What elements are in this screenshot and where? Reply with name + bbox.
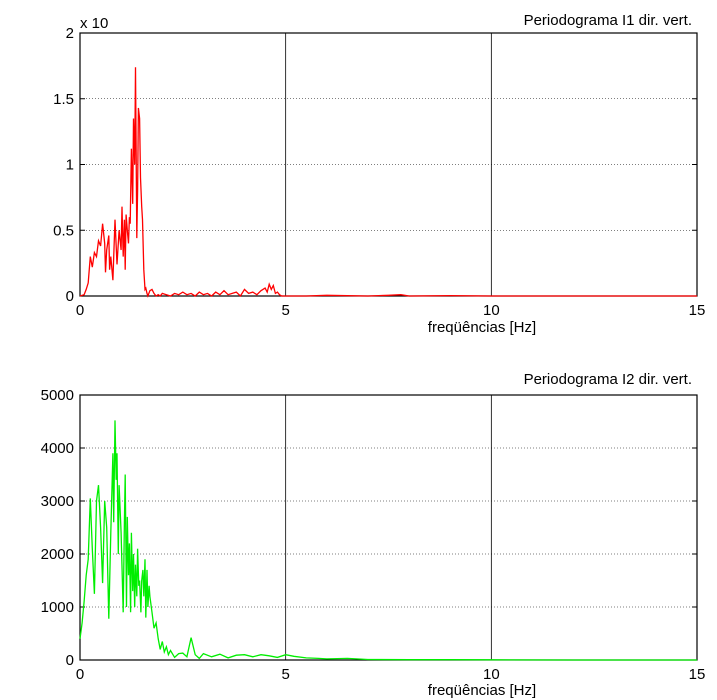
chart-2-series-line (79, 420, 697, 661)
chart-1-x-tick-label: 0 (76, 302, 84, 319)
chart-1-y-tick-label: 1.5 (53, 91, 74, 108)
chart-1-y-tick-label: 2 (66, 25, 74, 42)
chart-1-x-tick-label: 15 (689, 302, 706, 319)
chart-1-y-tick-label: 1 (66, 157, 74, 174)
chart-1-y-tick-label: 0 (66, 288, 74, 305)
chart-1-grid (80, 33, 697, 296)
chart-2-y-tick-label: 3000 (41, 493, 74, 510)
chart-1-y-tick-label: 0.5 (53, 222, 74, 239)
chart-2-x-tick-label: 10 (483, 666, 500, 683)
chart-1-title: Periodograma I1 dir. vert. (524, 12, 692, 29)
chart-2-grid (80, 395, 697, 660)
chart-1-y-ticks: 0 0.5 1 1.5 2 (53, 25, 697, 305)
chart-2-y-tick-label: 1000 (41, 599, 74, 616)
chart-2-axes-frame (79, 394, 698, 661)
chart-2-title: Periodograma I2 dir. vert. (524, 371, 692, 388)
chart-1-x-tick-label: 10 (483, 302, 500, 319)
chart-2-x-tick-label: 15 (689, 666, 706, 683)
chart-2-y-tick-label: 0 (66, 652, 74, 669)
chart-2-xlabel: freqüências [Hz] (428, 682, 536, 699)
chart-2-x-tick-label: 5 (281, 666, 289, 683)
chart-2-y-tick-label: 4000 (41, 440, 74, 457)
chart-2-x-ticks: 0 5 10 15 (76, 666, 706, 683)
chart-1-series-line (79, 67, 697, 298)
chart-2-y-tick-label: 2000 (41, 546, 74, 563)
chart-1-x-ticks: 0 5 10 15 (76, 302, 706, 319)
chart-1-x-tick-label: 5 (281, 302, 289, 319)
chart-2-y-tick-label: 5000 (41, 387, 74, 404)
chart-1: Periodograma I1 dir. vert. x 10 0 0.5 1 1.5… (53, 12, 705, 336)
chart-2-y-ticks: 0 1000 2000 3000 4000 5000 (41, 387, 697, 669)
chart-2-x-tick-label: 0 (76, 666, 84, 683)
chart-1-multiplier: x 10 (80, 15, 108, 32)
chart-1-axes-frame (79, 32, 698, 297)
chart-2: Periodograma I2 dir. vert. 0 1000 2000 3000… (41, 371, 706, 699)
chart-1-xlabel: freqüências [Hz] (428, 319, 536, 336)
